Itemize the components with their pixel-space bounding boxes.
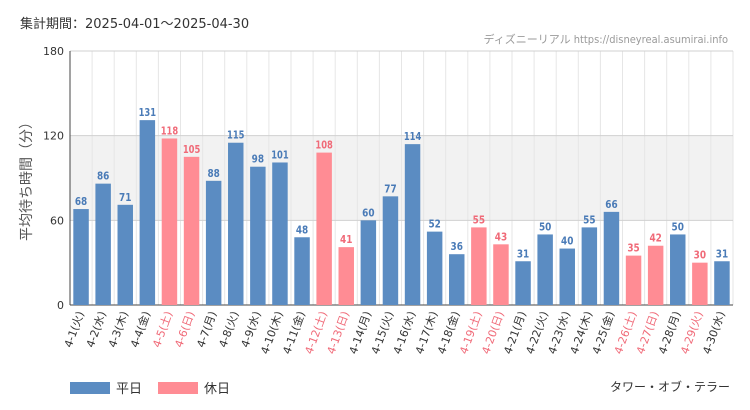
y-tick-label: 60 [50, 214, 64, 227]
bar[interactable] [382, 196, 399, 305]
legend-swatch-weekday [70, 381, 110, 394]
data-label: 88 [207, 167, 219, 180]
legend-item-weekday[interactable]: 平日 [70, 378, 142, 397]
bar[interactable] [294, 237, 310, 305]
data-label: 31 [517, 247, 529, 260]
y-tick-label: 120 [43, 130, 64, 143]
source-watermark: ディズニーリアル https://disneyreal.asumirai.inf… [483, 33, 728, 46]
data-label: 42 [649, 232, 661, 245]
bar[interactable] [559, 248, 575, 305]
bar[interactable] [449, 254, 465, 305]
bar[interactable] [537, 234, 553, 305]
data-label: 71 [119, 191, 131, 204]
data-label: 35 [627, 242, 639, 255]
bar[interactable] [360, 220, 377, 305]
bar[interactable] [471, 227, 487, 305]
legend-swatch-holiday [158, 381, 199, 394]
bar[interactable] [161, 138, 178, 305]
data-label: 48 [296, 223, 308, 236]
attraction-name: タワー・オブ・テラー [609, 380, 730, 394]
bar[interactable] [426, 231, 443, 305]
data-label: 115 [227, 129, 244, 142]
x-tick-label: 4-4(金) [127, 309, 153, 349]
bar[interactable] [493, 244, 509, 305]
legend: 平日 休日 [70, 378, 246, 397]
data-label: 30 [694, 249, 707, 262]
bar[interactable] [139, 120, 156, 306]
bar[interactable] [205, 180, 222, 305]
data-label: 86 [97, 170, 110, 183]
data-label: 55 [583, 213, 595, 226]
bar[interactable] [714, 261, 730, 305]
period-label: 集計期間：2025-04-01～2025-04-30 [20, 17, 250, 32]
data-label: 50 [539, 220, 552, 233]
x-tick-label: 4-2(水) [84, 310, 109, 350]
bar[interactable] [183, 156, 200, 305]
data-label: 66 [605, 198, 618, 211]
data-label: 101 [271, 148, 288, 161]
x-tick-label: 4-3(木) [106, 310, 131, 350]
data-label: 60 [362, 206, 375, 219]
bar[interactable] [625, 255, 642, 305]
x-tick-label: 4-7(月) [194, 310, 219, 350]
bar[interactable] [603, 211, 620, 305]
data-label: 114 [404, 130, 422, 143]
x-tick-label: 4-9(水) [239, 310, 264, 350]
y-tick-label: 0 [57, 299, 64, 312]
bar[interactable] [316, 152, 332, 305]
data-label: 108 [315, 139, 332, 152]
data-label: 31 [716, 247, 728, 260]
x-tick-label: 4-1(火) [62, 310, 87, 350]
bar[interactable] [95, 183, 111, 305]
legend-label-holiday: 休日 [204, 382, 231, 397]
data-label: 52 [428, 218, 440, 231]
x-tick-label: 4-8(火) [217, 310, 242, 350]
x-tick-label: 4-5(土) [150, 310, 175, 350]
bar[interactable] [647, 245, 664, 305]
data-label: 50 [672, 220, 685, 233]
y-axis-label: 平均待ち時間（分） [19, 115, 35, 241]
data-label: 105 [183, 143, 200, 156]
bar[interactable] [250, 166, 266, 305]
legend-item-holiday[interactable]: 休日 [158, 378, 230, 397]
bar[interactable] [338, 247, 354, 305]
bar[interactable] [73, 209, 89, 305]
data-label: 131 [139, 106, 156, 119]
bar[interactable] [670, 234, 686, 305]
data-label: 98 [252, 153, 264, 166]
data-label: 43 [495, 230, 507, 243]
x-tick-label: 4-6(日) [172, 310, 197, 350]
data-label: 40 [561, 235, 574, 248]
bar[interactable] [515, 261, 531, 305]
data-label: 36 [451, 240, 464, 253]
data-label: 118 [161, 124, 178, 137]
bar[interactable] [404, 144, 421, 305]
bar[interactable] [117, 204, 133, 305]
bar[interactable] [272, 162, 288, 305]
bar[interactable] [228, 142, 244, 305]
legend-label-weekday: 平日 [116, 382, 143, 397]
data-label: 55 [473, 213, 485, 226]
y-tick-label: 180 [43, 45, 64, 58]
bar[interactable] [692, 262, 708, 305]
data-label: 77 [384, 182, 396, 195]
data-label: 68 [75, 195, 87, 208]
bar[interactable] [581, 227, 598, 305]
data-label: 41 [340, 233, 352, 246]
